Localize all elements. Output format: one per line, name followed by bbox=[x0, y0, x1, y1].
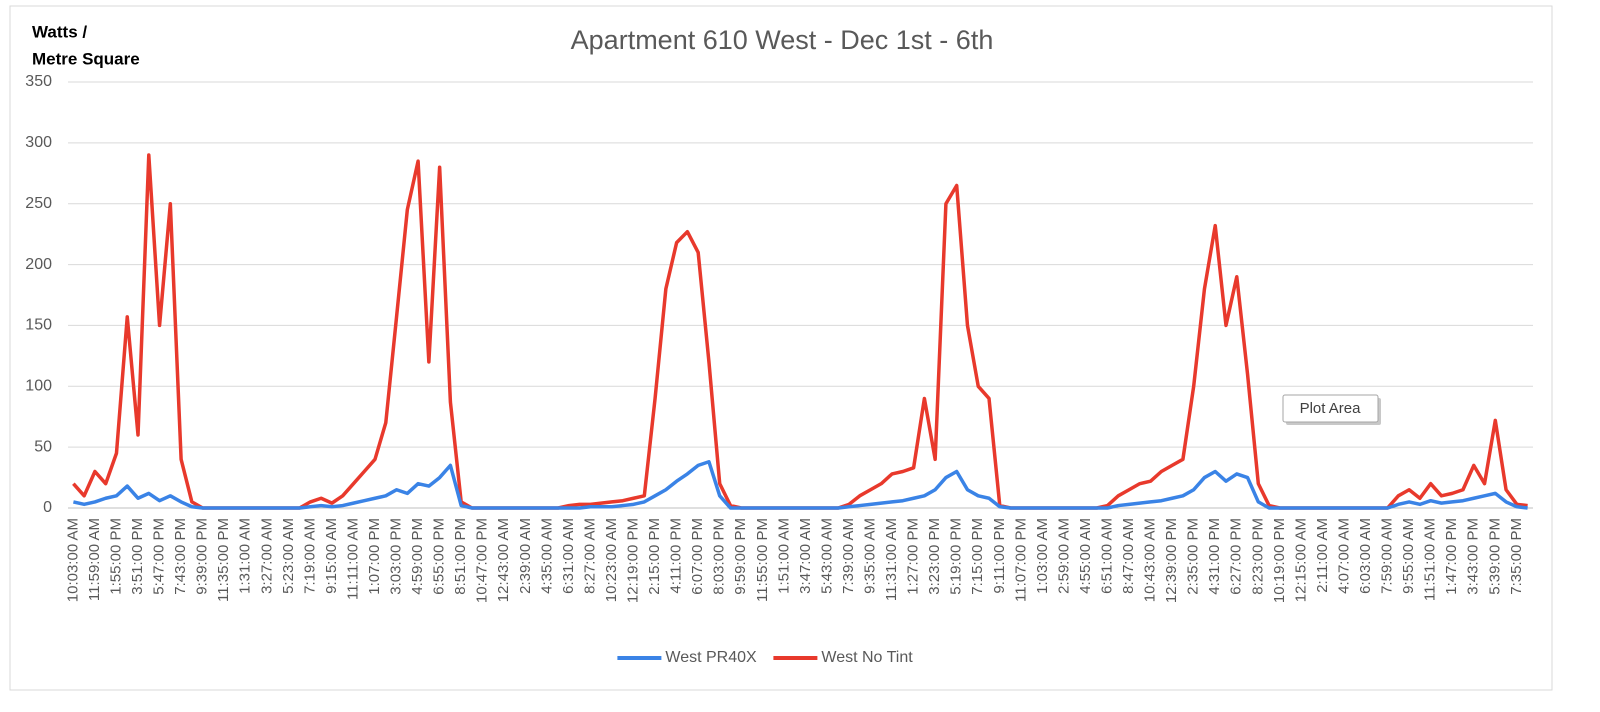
y-axis-label: Metre Square bbox=[32, 49, 140, 68]
chart-title: Apartment 610 West - Dec 1st - 6th bbox=[571, 25, 994, 55]
tooltip-box bbox=[1282, 394, 1379, 423]
tooltip-text: Plot Area bbox=[1300, 400, 1362, 417]
x-tick-label: 6:27:00 PM bbox=[1228, 518, 1245, 595]
x-tick-label: 10:47:00 PM bbox=[474, 518, 491, 603]
x-tick-label: 6:51:00 AM bbox=[1098, 518, 1115, 594]
x-tick-label: 4:07:00 AM bbox=[1335, 518, 1352, 594]
chart-frame bbox=[9, 5, 1553, 691]
x-tick-label: 9:55:00 AM bbox=[1400, 518, 1417, 594]
x-tick-label: 10:43:00 AM bbox=[1142, 518, 1159, 602]
x-tick-label: 6:07:00 PM bbox=[689, 518, 706, 595]
x-tick-label: 2:59:00 AM bbox=[1055, 518, 1072, 594]
x-tick-label: 5:39:00 PM bbox=[1486, 518, 1503, 595]
x-tick-label: 1:27:00 PM bbox=[905, 518, 922, 595]
tooltip: Plot Area bbox=[1282, 394, 1381, 425]
line-series bbox=[73, 460, 1528, 510]
x-tick-label: 1:55:00 PM bbox=[107, 518, 124, 595]
y-tick-label: 250 bbox=[25, 195, 52, 212]
x-tick-label: 3:43:00 PM bbox=[1465, 518, 1482, 595]
x-tick-label: 7:43:00 PM bbox=[172, 518, 189, 595]
legend-label: West No Tint bbox=[821, 649, 913, 666]
x-tick-label: 4:35:00 AM bbox=[538, 518, 555, 594]
y-tick-label: 0 bbox=[43, 499, 52, 516]
x-tick-label: 7:59:00 AM bbox=[1379, 518, 1396, 594]
x-tick-label: 6:55:00 PM bbox=[431, 518, 448, 595]
legend: West PR40X West No Tint bbox=[617, 649, 913, 666]
x-tick-label: 4:55:00 AM bbox=[1077, 518, 1094, 594]
x-tick-label: 9:39:00 PM bbox=[194, 518, 211, 595]
x-tick-label: 3:23:00 PM bbox=[926, 518, 943, 595]
x-tick-label: 9:15:00 AM bbox=[323, 518, 340, 594]
x-tick-label: 1:03:00 AM bbox=[1034, 518, 1051, 594]
x-tick-label: 5:23:00 AM bbox=[280, 518, 297, 594]
x-tick-label: 11:07:00 PM bbox=[1012, 518, 1029, 602]
x-tick-label: 10:23:00 AM bbox=[603, 518, 620, 602]
x-tick-label: 3:03:00 PM bbox=[388, 518, 405, 595]
x-tick-label: 8:51:00 PM bbox=[452, 518, 469, 595]
x-tick-label: 3:47:00 AM bbox=[797, 518, 814, 594]
x-tick-label: 12:39:00 PM bbox=[1163, 518, 1180, 603]
x-tick-label: 5:19:00 PM bbox=[948, 518, 965, 595]
y-tick-label: 150 bbox=[25, 317, 52, 334]
x-tick-label: 5:47:00 PM bbox=[151, 518, 168, 595]
x-tick-label: 11:51:00 AM bbox=[1422, 518, 1439, 601]
x-tick-label: 4:31:00 PM bbox=[1206, 518, 1223, 595]
x-tick-label: 11:35:00 PM bbox=[215, 518, 232, 602]
x-tick-label: 12:15:00 AM bbox=[1292, 518, 1309, 602]
x-tick-label: 4:11:00 PM bbox=[668, 518, 685, 594]
x-tick-label: 1:31:00 AM bbox=[237, 518, 254, 594]
x-tick-label: 12:43:00 AM bbox=[495, 518, 512, 602]
y-tick-label: 200 bbox=[25, 256, 52, 273]
legend-label: West PR40X bbox=[665, 649, 757, 666]
x-tick-label: 5:43:00 AM bbox=[818, 518, 835, 594]
y-tick-label: 350 bbox=[25, 73, 52, 90]
x-tick-label: 9:59:00 PM bbox=[732, 518, 749, 595]
x-tick-label: 8:47:00 AM bbox=[1120, 518, 1137, 594]
y-tick-label: 50 bbox=[34, 438, 52, 455]
x-tick-label: 7:35:00 PM bbox=[1508, 518, 1525, 595]
x-tick-label: 1:47:00 PM bbox=[1443, 518, 1460, 595]
x-tick-label: 9:11:00 PM bbox=[991, 518, 1008, 594]
x-tick-label: 11:55:00 PM bbox=[754, 518, 771, 602]
x-tick-label: 11:31:00 AM bbox=[883, 518, 900, 601]
x-tick-label: 1:51:00 AM bbox=[775, 518, 792, 594]
y-axis-label: Watts / bbox=[32, 22, 87, 41]
x-tick-label: 9:35:00 AM bbox=[861, 518, 878, 594]
x-tick-label: 7:39:00 AM bbox=[840, 518, 857, 594]
x-tick-label: 12:19:00 PM bbox=[625, 518, 642, 603]
x-tick-label: 6:03:00 AM bbox=[1357, 518, 1374, 594]
x-tick-label: 2:35:00 PM bbox=[1185, 518, 1202, 595]
y-tick-label: 300 bbox=[25, 134, 52, 151]
x-tick-label: 10:19:00 PM bbox=[1271, 518, 1288, 603]
x-tick-label: 8:27:00 AM bbox=[581, 518, 598, 594]
x-tick-label: 4:59:00 PM bbox=[409, 518, 426, 595]
x-tick-label: 2:15:00 PM bbox=[646, 518, 663, 595]
x-tick-label: 11:59:00 AM bbox=[86, 518, 103, 601]
x-tick-label: 8:03:00 PM bbox=[711, 518, 728, 595]
y-tick-label: 100 bbox=[25, 378, 52, 395]
x-tick-label: 7:19:00 AM bbox=[301, 518, 318, 594]
x-tick-label: 2:11:00 AM bbox=[1314, 518, 1331, 593]
x-tick-label: 8:23:00 PM bbox=[1249, 518, 1266, 595]
x-tick-label: 2:39:00 AM bbox=[517, 518, 534, 594]
x-tick-label: 3:27:00 AM bbox=[258, 518, 275, 594]
x-tick-label: 10:03:00 AM bbox=[64, 518, 81, 602]
x-tick-label: 7:15:00 PM bbox=[969, 518, 986, 595]
x-tick-label: 6:31:00 AM bbox=[560, 518, 577, 594]
x-tick-label: 3:51:00 PM bbox=[129, 518, 146, 595]
x-tick-label: 11:11:00 AM bbox=[344, 518, 361, 600]
x-tick-label: 1:07:00 PM bbox=[366, 518, 383, 595]
